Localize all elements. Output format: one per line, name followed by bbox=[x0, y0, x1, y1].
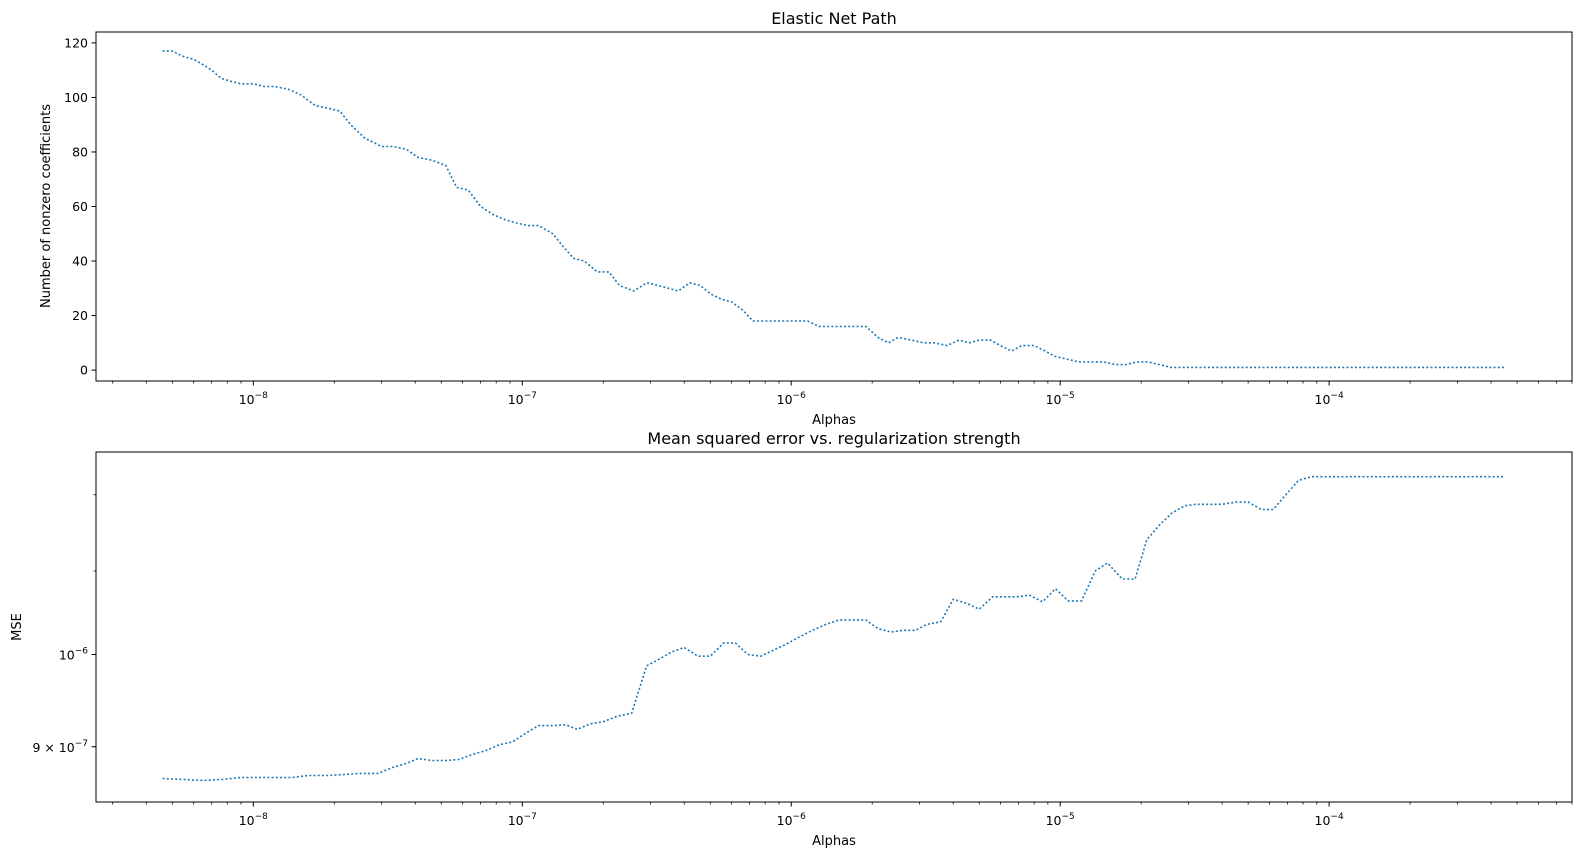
x-tick-label: 10−6 bbox=[777, 812, 806, 828]
y-axis-label: Number of nonzero coefficients bbox=[39, 104, 54, 308]
y-tick-label: 40 bbox=[72, 254, 88, 269]
x-tick-label: 10−8 bbox=[239, 391, 268, 407]
x-tick-label: 10−7 bbox=[508, 812, 537, 828]
y-tick-label: 10−6 bbox=[59, 646, 88, 662]
tick-group: 10−8 10−7 10−6 10−5 10−4 0 20 40 60 80 100 120 bbox=[64, 35, 1573, 407]
x-tick-label: 10−7 bbox=[508, 391, 537, 407]
y-axis-label: MSE bbox=[10, 613, 25, 641]
x-tick-label: 10−8 bbox=[239, 812, 268, 828]
y-tick-label: 100 bbox=[64, 90, 88, 105]
elastic-net-path-subplot: Elastic Net Path Alphas Number of nonzer… bbox=[39, 9, 1573, 428]
chart-title: Mean squared error vs. regularization st… bbox=[647, 429, 1020, 448]
x-axis-label: Alphas bbox=[812, 834, 856, 849]
plot-frame bbox=[95, 451, 1573, 803]
y-tick-label: 120 bbox=[64, 35, 88, 50]
y-tick-label: 9 × 10−7 bbox=[32, 739, 88, 755]
y-tick-label: 80 bbox=[72, 144, 88, 159]
x-tick-label: 10−5 bbox=[1046, 812, 1075, 828]
mse-subplot: Mean squared error vs. regularization st… bbox=[10, 429, 1573, 849]
series-line bbox=[162, 475, 1505, 782]
x-axis-label: Alphas bbox=[812, 413, 856, 428]
y-tick-label: 0 bbox=[80, 363, 88, 378]
x-tick-label: 10−5 bbox=[1046, 391, 1075, 407]
y-tick-label: 20 bbox=[72, 308, 88, 323]
tick-group: 10−8 10−7 10−6 10−5 10−4 10−6 9 × 10−7 bbox=[32, 494, 1573, 828]
series-line bbox=[162, 50, 1505, 369]
x-tick-label: 10−4 bbox=[1315, 812, 1344, 828]
y-tick-label: 60 bbox=[72, 199, 88, 214]
x-tick-label: 10−6 bbox=[777, 391, 806, 407]
x-tick-label: 10−4 bbox=[1315, 391, 1344, 407]
chart-title: Elastic Net Path bbox=[771, 9, 897, 28]
plot-frame bbox=[95, 31, 1573, 382]
